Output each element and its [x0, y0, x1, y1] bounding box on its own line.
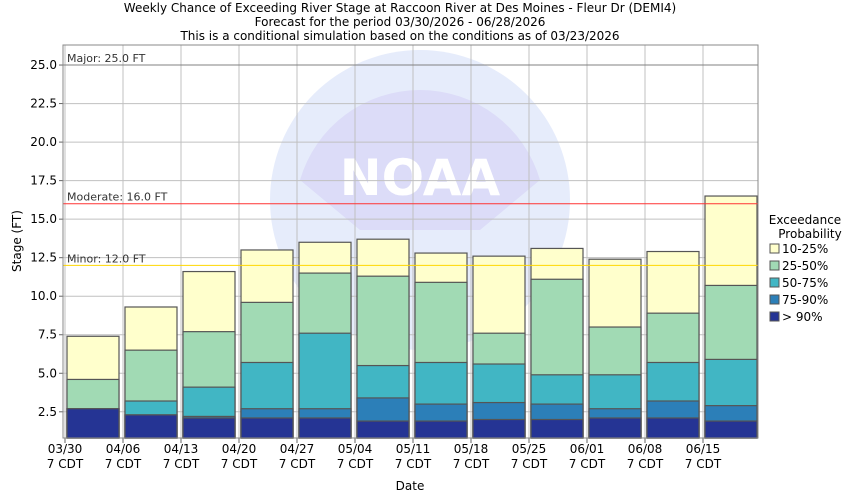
legend-swatch: [769, 243, 780, 254]
x-tick-sublabel: 7 CDT: [221, 457, 258, 471]
legend-swatch: [769, 294, 780, 305]
y-tick-label: 20.0: [30, 135, 57, 149]
x-tick-sublabel: 7 CDT: [569, 457, 606, 471]
y-tick-label: 7.5: [38, 328, 57, 342]
bar--90-: [298, 417, 352, 439]
x-tick-sublabel: 7 CDT: [279, 457, 316, 471]
bar--90-: [356, 420, 410, 439]
chart-title: Weekly Chance of Exceeding River Stage a…: [124, 1, 676, 15]
x-tick-label: 04/06: [106, 442, 141, 456]
bar--90-: [588, 417, 642, 439]
chart-subtitle: Forecast for the period 03/30/2026 - 06/…: [255, 15, 546, 29]
bar--90-: [704, 420, 758, 439]
bar--90-: [646, 417, 700, 439]
x-tick-sublabel: 7 CDT: [163, 457, 200, 471]
legend-label: > 90%: [782, 310, 823, 324]
x-tick-sublabel: 7 CDT: [511, 457, 548, 471]
legend-title-2: Probability: [778, 227, 841, 241]
x-tick-label: 05/25: [512, 442, 547, 456]
x-tick-sublabel: 7 CDT: [47, 457, 84, 471]
legend-label: 50-75%: [782, 276, 828, 290]
x-axis-label: Date: [396, 479, 425, 493]
x-tick-sublabel: 7 CDT: [685, 457, 722, 471]
plot-frame: [62, 44, 759, 439]
y-tick-label: 25.0: [30, 58, 57, 72]
y-axis-label: Stage (FT): [10, 210, 24, 272]
y-tick-label: 15.0: [30, 212, 57, 226]
x-tick-label: 06/15: [686, 442, 721, 456]
y-tick-label: 22.5: [30, 97, 57, 111]
threshold-label: Major: 25.0 FT: [67, 52, 146, 65]
legend-swatch: [769, 277, 780, 288]
x-tick-label: 06/01: [570, 442, 605, 456]
legend-swatch: [769, 311, 780, 322]
threshold-label: Moderate: 16.0 FT: [67, 191, 168, 204]
x-tick-sublabel: 7 CDT: [453, 457, 490, 471]
legend-label: 75-90%: [782, 293, 828, 307]
legend-label: 25-50%: [782, 259, 828, 273]
bar--90-: [240, 417, 294, 439]
x-tick-sublabel: 7 CDT: [337, 457, 374, 471]
bar--90-: [530, 418, 584, 439]
bar--90-: [414, 420, 468, 439]
x-tick-sublabel: 7 CDT: [395, 457, 432, 471]
x-tick-label: 05/04: [338, 442, 373, 456]
svg-text:NOAA: NOAA: [340, 149, 501, 207]
legend-title-1: Exceedance: [769, 213, 841, 227]
y-tick-label: 5.0: [38, 366, 57, 380]
x-tick-label: 06/08: [628, 442, 663, 456]
y-tick-label: 12.5: [30, 251, 57, 265]
chart-subtitle2: This is a conditional simulation based o…: [179, 29, 619, 43]
x-tick-label: 04/13: [164, 442, 199, 456]
x-tick-label: 05/11: [396, 442, 431, 456]
bar--90-: [182, 417, 236, 439]
x-tick-label: 04/20: [222, 442, 257, 456]
bar--90-: [66, 408, 120, 439]
bar--90-: [472, 418, 526, 439]
x-tick-label: 04/27: [280, 442, 315, 456]
x-tick-label: 03/30: [48, 442, 83, 456]
y-tick-label: 2.5: [38, 405, 57, 419]
x-tick-sublabel: 7 CDT: [627, 457, 664, 471]
threshold-label: Minor: 12.0 FT: [67, 252, 146, 265]
legend-label: 10-25%: [782, 242, 828, 256]
legend-swatch: [769, 260, 780, 271]
x-tick-label: 05/18: [454, 442, 489, 456]
bar--90-: [124, 414, 178, 439]
y-tick-label: 10.0: [30, 289, 57, 303]
x-tick-sublabel: 7 CDT: [105, 457, 142, 471]
y-tick-label: 17.5: [30, 174, 57, 188]
